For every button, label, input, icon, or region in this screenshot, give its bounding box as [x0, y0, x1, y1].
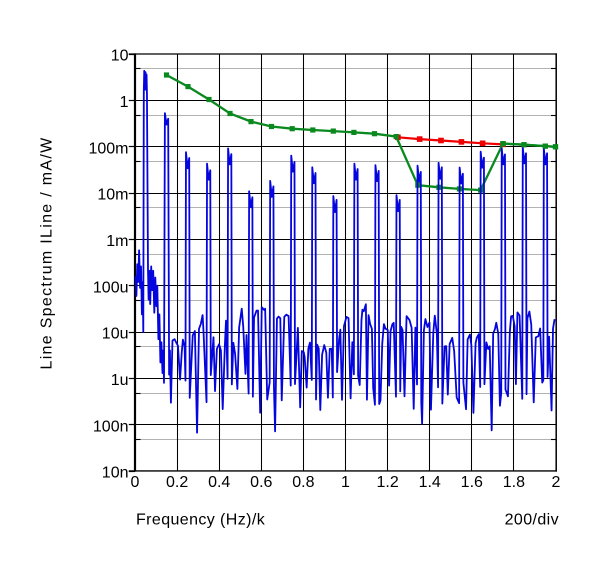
- svg-text:2: 2: [552, 474, 561, 491]
- svg-text:100u: 100u: [93, 279, 129, 296]
- svg-text:0.8: 0.8: [292, 474, 314, 491]
- svg-text:0.6: 0.6: [250, 474, 272, 491]
- svg-text:1m: 1m: [106, 233, 128, 250]
- svg-text:200/div: 200/div: [505, 512, 559, 529]
- svg-text:10u: 10u: [102, 326, 129, 343]
- svg-text:10n: 10n: [102, 465, 129, 482]
- svg-text:100m: 100m: [88, 140, 128, 157]
- svg-text:100n: 100n: [93, 418, 129, 435]
- svg-text:Line Spectrum ILine / mA/W: Line Spectrum ILine / mA/W: [39, 137, 56, 370]
- svg-text:0.4: 0.4: [208, 474, 230, 491]
- svg-text:0: 0: [131, 474, 140, 491]
- svg-text:Frequency (Hz)/k: Frequency (Hz)/k: [136, 512, 266, 529]
- svg-text:1.4: 1.4: [419, 474, 441, 491]
- svg-text:1: 1: [120, 94, 129, 111]
- svg-text:1.8: 1.8: [503, 474, 525, 491]
- svg-text:1.6: 1.6: [461, 474, 483, 491]
- svg-text:10m: 10m: [97, 187, 128, 204]
- svg-text:10: 10: [111, 48, 129, 65]
- svg-text:0.2: 0.2: [166, 474, 188, 491]
- svg-text:1u: 1u: [111, 372, 129, 389]
- svg-text:1: 1: [341, 474, 350, 491]
- svg-text:1.2: 1.2: [376, 474, 398, 491]
